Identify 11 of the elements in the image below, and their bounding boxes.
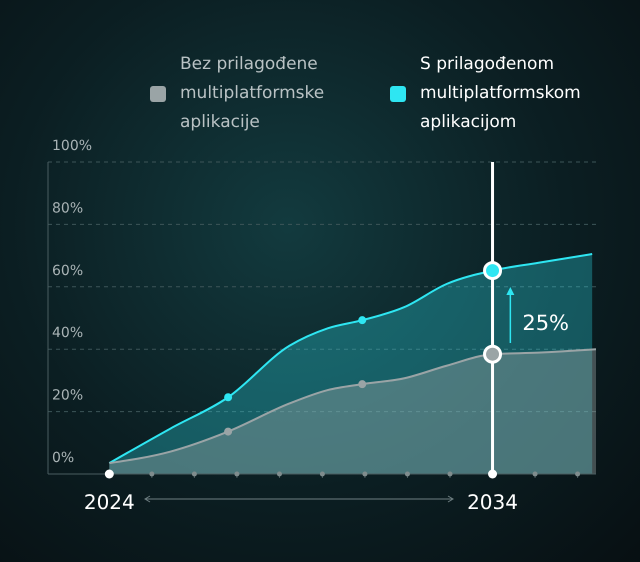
legend-label: S prilagođenom multiplatformskom aplikacijom [420, 53, 582, 134]
y-tick-label: 0% [52, 450, 74, 466]
annotation: 25% [522, 311, 570, 335]
x-tick-label: 2024 [84, 490, 135, 514]
y-tick-label: 80% [52, 200, 84, 216]
y-tick-label: 60% [52, 262, 84, 279]
legend-label: Bez prilagođene multiplatformske aplikacije [180, 53, 326, 134]
y-tick-label: 20% [52, 388, 84, 404]
y-tick-label: 40% [52, 325, 84, 342]
x-tick-label: 2034 [467, 490, 518, 514]
y-tick-label: 100% [52, 138, 92, 154]
